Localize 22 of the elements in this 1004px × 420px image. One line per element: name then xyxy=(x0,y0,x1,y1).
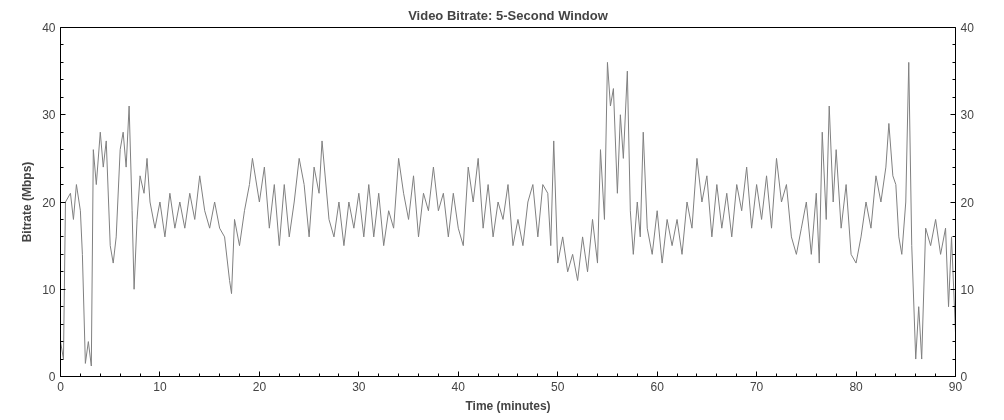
y-tick-label: 20 xyxy=(42,195,56,210)
y-tick-label: 0 xyxy=(48,370,56,384)
y-axis-title: Bitrate (Mbps) xyxy=(20,161,35,243)
x-tick-label: 10 xyxy=(153,379,167,394)
x-tick-label: 40 xyxy=(451,379,466,394)
y-tick-label: 40 xyxy=(42,21,56,35)
y2-tick-label: 30 xyxy=(960,108,975,123)
x-tick-label: 70 xyxy=(749,379,764,394)
x-tick-label: 20 xyxy=(252,379,267,394)
x-tick-label: 60 xyxy=(650,379,665,394)
y2-tick-label: 20 xyxy=(960,195,975,210)
y-tick-label: 10 xyxy=(42,282,56,297)
y2-tick-label: 40 xyxy=(960,21,975,35)
y2-tick-label: 0 xyxy=(960,370,968,384)
chart-title: Video Bitrate: 5-Second Window xyxy=(408,7,609,23)
y-tick-label: 30 xyxy=(42,108,56,123)
y2-tick-label: 10 xyxy=(960,282,975,297)
x-tick-label: 30 xyxy=(352,379,366,394)
x-tick-label: 80 xyxy=(849,379,864,394)
x-axis-title: Time (minutes) xyxy=(465,398,551,413)
line-series xyxy=(60,61,956,367)
x-tick-label: 50 xyxy=(551,379,565,394)
